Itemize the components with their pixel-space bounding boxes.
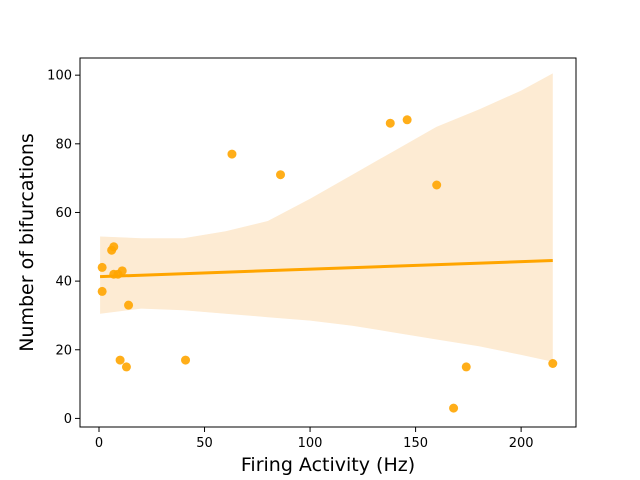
x-tick-label: 0 <box>95 436 103 451</box>
data-point <box>227 149 237 159</box>
x-axis-label: Firing Activity (Hz) <box>241 454 415 476</box>
confidence-band <box>100 73 553 362</box>
y-tick-label: 20 <box>55 343 72 358</box>
y-tick-label: 60 <box>55 206 72 221</box>
plot-area-frame <box>79 57 577 428</box>
y-tick-label: 80 <box>55 137 72 152</box>
x-tick-label: 50 <box>196 436 213 451</box>
confidence-band-layer <box>100 73 553 362</box>
data-points-layer <box>97 115 558 413</box>
x-tick-label: 100 <box>298 436 323 451</box>
data-point <box>117 266 127 276</box>
regression-line <box>99 259 553 279</box>
data-point <box>97 262 107 272</box>
data-point <box>276 170 286 180</box>
data-point <box>97 286 107 296</box>
data-point <box>449 403 459 413</box>
data-point <box>109 242 119 252</box>
regression-line-layer <box>99 259 553 279</box>
x-axis-ticks: 0 50 100 150 200 <box>95 427 534 451</box>
y-axis-label: Number of bifurcations <box>16 133 38 352</box>
data-point <box>548 358 558 368</box>
x-tick-label: 150 <box>403 436 428 451</box>
y-tick-label: 0 <box>64 412 72 427</box>
data-point <box>461 362 471 372</box>
y-axis-ticks: 0 20 40 60 80 100 <box>47 69 80 427</box>
y-tick-label: 40 <box>55 275 72 290</box>
data-point <box>385 118 395 128</box>
y-tick-label: 100 <box>47 69 72 84</box>
data-point <box>121 362 131 372</box>
data-point <box>115 355 125 365</box>
data-point <box>402 115 412 125</box>
data-point <box>181 355 191 365</box>
x-tick-label: 200 <box>509 436 534 451</box>
data-point <box>124 300 134 310</box>
data-point <box>432 180 442 190</box>
